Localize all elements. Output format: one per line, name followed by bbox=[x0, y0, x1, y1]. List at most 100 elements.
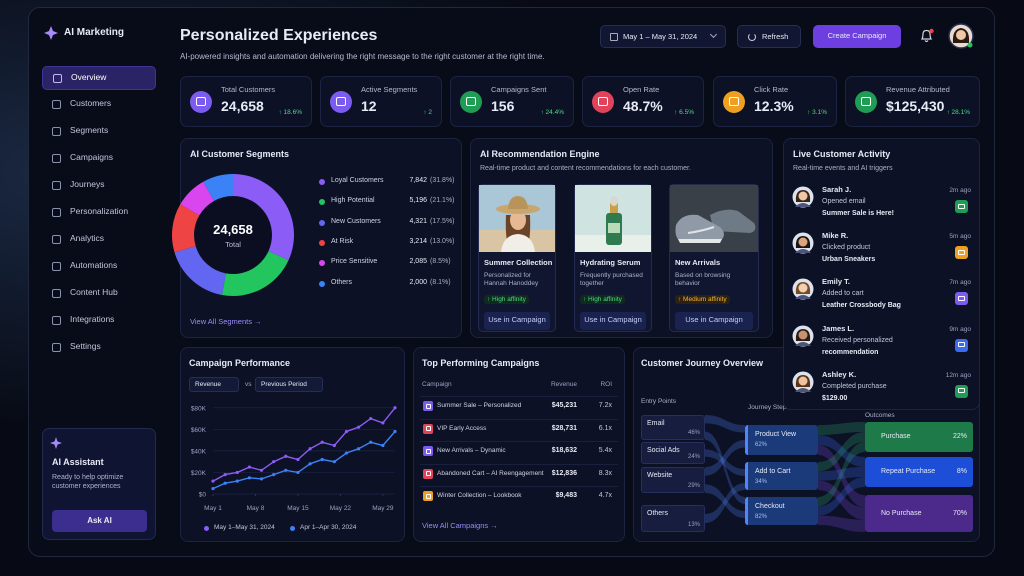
nav-item[interactable]: Journeys bbox=[42, 174, 156, 198]
x-tick-label: May 22 bbox=[330, 505, 352, 512]
event-time: 7m ago bbox=[949, 279, 971, 287]
date-range-picker[interactable]: May 1 – May 31, 2024 bbox=[600, 25, 726, 48]
avatar-body bbox=[795, 295, 811, 300]
event-icon bbox=[955, 338, 968, 352]
nav-item[interactable]: Campaigns bbox=[42, 147, 156, 171]
legend-count: 4,321 bbox=[409, 217, 427, 225]
create-campaign-button[interactable]: Create Campaign bbox=[813, 25, 901, 48]
refresh-button[interactable]: Refresh bbox=[737, 25, 801, 48]
event-icon-glyph bbox=[958, 203, 965, 209]
ask-ai-button[interactable]: Ask AI bbox=[52, 510, 147, 532]
flow-band bbox=[818, 477, 865, 516]
view-segments-link[interactable]: View All Segments → bbox=[190, 317, 262, 326]
affinity-badge: ↑ Medium affinity bbox=[675, 295, 730, 305]
kpi-icon bbox=[855, 91, 877, 113]
img-dropper bbox=[610, 196, 618, 206]
legend-dot bbox=[204, 526, 209, 531]
campaign-icon-glyph bbox=[425, 471, 431, 477]
use-in-campaign-button[interactable]: Use in Campaign bbox=[675, 312, 753, 330]
legend-name: High Potential bbox=[331, 197, 375, 205]
compare-dropdown[interactable]: Previous Period bbox=[255, 377, 323, 392]
product-desc: Frequently purchased together bbox=[580, 272, 643, 288]
series-point bbox=[284, 468, 288, 472]
donut-segment bbox=[174, 246, 226, 295]
nav-item[interactable]: Integrations bbox=[42, 309, 156, 333]
avatar-face bbox=[798, 283, 808, 293]
nav-item[interactable]: Analytics bbox=[42, 228, 156, 252]
nav-item[interactable]: Personalization bbox=[42, 201, 156, 225]
entry-node: Website 29% bbox=[641, 467, 705, 493]
refresh-label: Refresh bbox=[762, 32, 789, 41]
series-point bbox=[259, 468, 264, 472]
campaign-icon bbox=[423, 491, 433, 502]
kpi-value: 12.3% bbox=[754, 98, 794, 114]
recommendation-title: AI Recommendation Engine bbox=[480, 149, 600, 159]
nav-icon bbox=[52, 154, 61, 163]
legend-share: (17.5%) bbox=[430, 217, 455, 225]
nav-icon bbox=[52, 262, 61, 271]
customer-avatar bbox=[792, 278, 814, 300]
brand-name: AI Marketing bbox=[64, 27, 125, 38]
kpi-label: Click Rate bbox=[754, 85, 789, 94]
nav-item[interactable]: Content Hub bbox=[42, 282, 156, 306]
outcome-node: Purchase 22% bbox=[865, 422, 973, 452]
flow-band bbox=[705, 484, 745, 518]
activity-subtitle: Real-time events and AI triggers bbox=[793, 165, 893, 172]
flow-band bbox=[818, 435, 865, 467]
kpi-icon bbox=[592, 91, 614, 113]
campaign-icon-glyph bbox=[425, 493, 431, 499]
series-point bbox=[211, 479, 215, 483]
event-action: Added to cart bbox=[822, 290, 864, 298]
kpi-delta: ↑ 6.5% bbox=[674, 109, 694, 116]
nav-item[interactable]: Segments bbox=[42, 120, 156, 144]
use-in-campaign-button[interactable]: Use in Campaign bbox=[580, 312, 646, 330]
journey-title: Customer Journey Overview bbox=[641, 358, 764, 368]
nav-icon bbox=[52, 289, 61, 298]
affinity-badge: ↑ High affinity bbox=[484, 295, 529, 305]
nav-item[interactable]: Overview bbox=[42, 66, 156, 90]
legend-share: (13.0%) bbox=[430, 237, 455, 245]
use-in-campaign-label: Use in Campaign bbox=[488, 315, 546, 324]
segments-donut: 24,658 Total bbox=[171, 174, 295, 297]
campaign-revenue: $9,483 bbox=[555, 492, 577, 500]
series-point bbox=[296, 457, 300, 462]
series-point bbox=[308, 447, 312, 451]
event-detail: recommendation bbox=[822, 348, 879, 356]
event-time: 5m ago bbox=[949, 233, 971, 241]
flow-band bbox=[705, 431, 745, 504]
row-divider bbox=[420, 441, 618, 443]
metric-dropdown[interactable]: Revenue bbox=[189, 377, 239, 392]
event-icon bbox=[955, 246, 968, 260]
legend-name: Loyal Customers bbox=[331, 177, 384, 184]
step-name: Product View bbox=[755, 431, 797, 438]
campaign-roi: 7.2x bbox=[598, 402, 612, 409]
product-desc: Personalized for Hannah Hanoddey bbox=[484, 272, 539, 288]
legend-label: May 1–May 31, 2024 bbox=[214, 524, 275, 531]
kpi-delta: ↑ 18.6% bbox=[278, 109, 303, 116]
series-point bbox=[272, 460, 276, 464]
img-hat-top bbox=[508, 196, 528, 209]
nav-icon bbox=[52, 181, 61, 190]
kpi-label: Campaigns Sent bbox=[491, 85, 547, 94]
legend-dot bbox=[319, 260, 325, 267]
kpi-icon-glyph bbox=[861, 97, 871, 106]
use-in-campaign-button[interactable]: Use in Campaign bbox=[484, 312, 550, 330]
campaign-name: New Arrivals – Dynamic bbox=[437, 447, 506, 455]
column-header: Revenue bbox=[550, 381, 577, 388]
nav-item[interactable]: Automations bbox=[42, 255, 156, 279]
notification-dot bbox=[929, 28, 934, 34]
kpi-card: Revenue Attributed $125,430 ↑ 28.1% bbox=[845, 76, 980, 127]
view-campaigns-link[interactable]: View All Campaigns → bbox=[422, 521, 498, 530]
series-line bbox=[212, 431, 396, 490]
kpi-label: Active Segments bbox=[361, 85, 418, 94]
event-icon bbox=[955, 384, 968, 398]
nav-label: Content Hub bbox=[70, 287, 118, 297]
step-node: Product View 62% bbox=[745, 425, 818, 455]
series-point bbox=[320, 457, 324, 462]
nav-item[interactable]: Settings bbox=[42, 336, 156, 360]
nav-item[interactable]: Customers bbox=[42, 93, 156, 117]
flow-band bbox=[818, 480, 865, 520]
series-point bbox=[332, 443, 336, 448]
series-point bbox=[284, 454, 288, 458]
img-sole bbox=[678, 239, 722, 243]
